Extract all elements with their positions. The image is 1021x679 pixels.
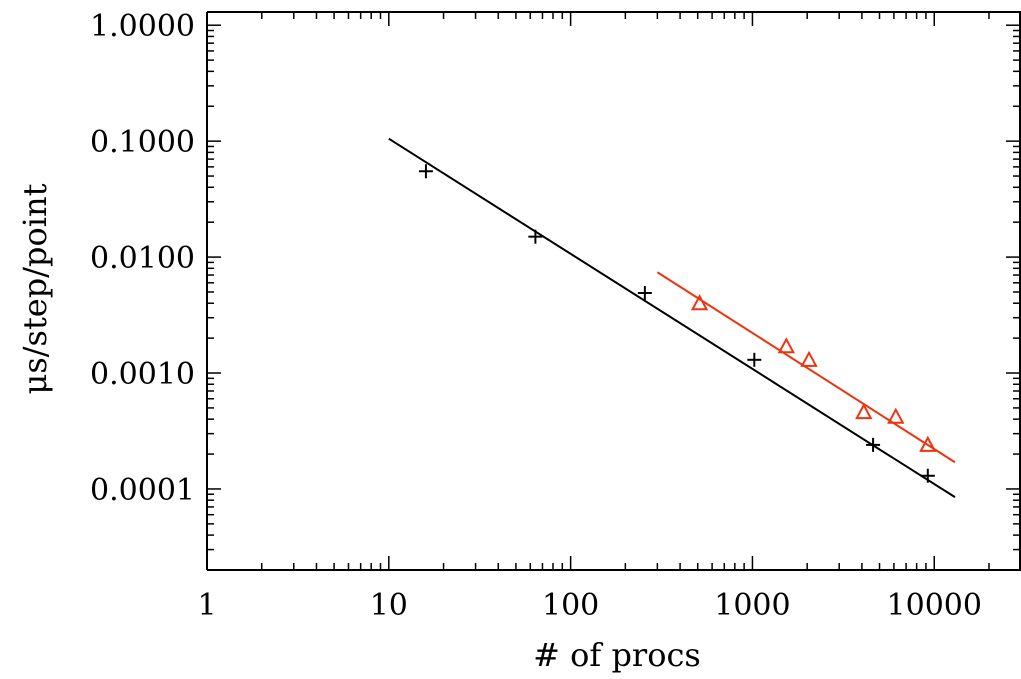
plus-marker [528, 229, 543, 244]
y-tick-label: 0.0010 [90, 357, 195, 392]
plus-marker [418, 164, 433, 179]
triangle-marker [777, 337, 796, 354]
fit-line-triangle [656, 271, 956, 464]
triangle-marker [855, 403, 873, 420]
y-tick-label: 0.1000 [90, 125, 195, 160]
triangle-marker [887, 407, 905, 424]
x-tick-label: 10 [370, 588, 408, 623]
x-tick-label: 1 [197, 588, 216, 623]
y-tick-label: 0.0001 [90, 473, 195, 508]
data-markers [418, 164, 937, 483]
triangle-marker [800, 350, 818, 367]
x-tick-label: 10000 [887, 588, 982, 623]
y-axis-ticks: 0.0001 0.0010 0.0100 0.1000 1.0000 [90, 9, 1020, 571]
x-tick-label: 1000 [714, 588, 790, 623]
y-axis-title: μs/step/point [16, 183, 54, 394]
fit-lines [388, 137, 956, 498]
fit-line-plus [388, 137, 956, 498]
x-axis-title: # of procs [533, 636, 701, 674]
y-tick-label: 1.0000 [90, 9, 195, 44]
plus-marker [637, 286, 652, 301]
x-axis-ticks: 1 10 100 1000 10000 [197, 12, 1021, 623]
plus-marker [866, 437, 881, 452]
y-tick-label: 0.0100 [90, 241, 195, 276]
plot-frame [206, 11, 1021, 571]
triangle-marker [690, 294, 709, 311]
plus-marker [920, 468, 935, 483]
x-tick-label: 100 [542, 588, 599, 623]
plus-marker [747, 352, 762, 367]
triangle-marker [919, 435, 937, 452]
